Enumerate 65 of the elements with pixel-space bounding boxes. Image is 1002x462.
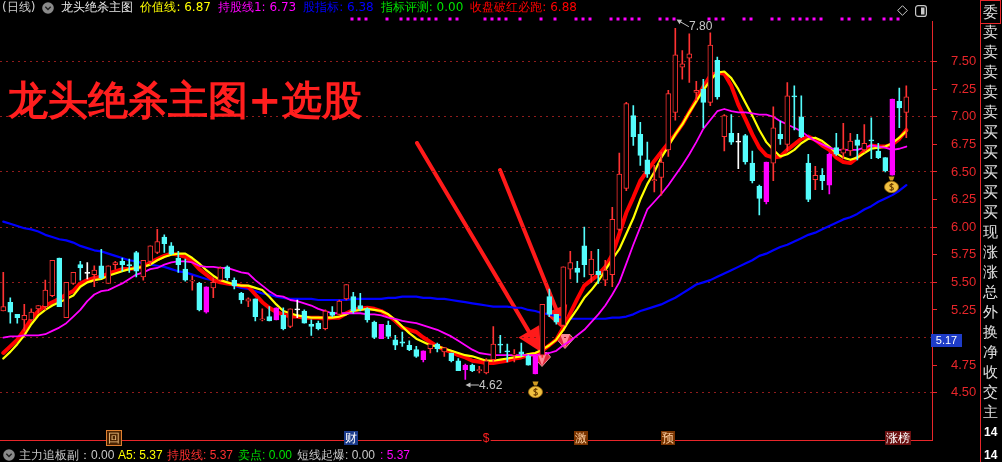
candlestick <box>686 33 693 83</box>
text: 5.17 <box>935 334 958 346</box>
text: 14 <box>984 448 998 462</box>
text: 持股线: 5.37 <box>167 448 234 462</box>
y-tick-label: 7.25 <box>951 80 977 96</box>
candlestick <box>840 123 847 160</box>
y-tick-label: 6.25 <box>951 191 977 207</box>
text: 指标评测: 0.00 <box>380 0 464 14</box>
candlestick <box>259 308 266 322</box>
y-tick-label: 4.75 <box>951 356 977 372</box>
annotation: 预 <box>662 431 674 445</box>
annotation: $ <box>482 431 490 445</box>
text: 短线起爆: 0.00 <box>297 448 376 462</box>
candlestick <box>77 261 84 281</box>
text: 卖点: 0.00 <box>238 448 293 462</box>
annotation: 龙头绝杀主图+选股 <box>8 77 362 123</box>
y-tick-label: 7.00 <box>951 108 977 124</box>
y-tick-label: 6.75 <box>951 135 977 151</box>
candlestick <box>399 331 406 347</box>
candlestick <box>693 81 700 101</box>
text: 持股线1: 6.73 <box>217 0 297 14</box>
annotation: 财 <box>345 431 357 445</box>
candlestick <box>511 349 518 363</box>
y-tick-label: 7.50 <box>951 53 977 69</box>
annotation: 7.80 <box>689 19 713 33</box>
y-tick-label: 5.50 <box>951 273 977 289</box>
candlestick <box>791 85 798 131</box>
text: 主力追板副：0.00 <box>19 448 115 462</box>
candlestick <box>308 319 315 336</box>
candlestick <box>735 132 742 169</box>
candlestick <box>651 164 658 193</box>
y-tick-label: 5.25 <box>951 301 977 317</box>
candlestick <box>595 248 602 284</box>
y-tick-label: 5.75 <box>951 246 977 262</box>
candlestick <box>777 120 784 145</box>
candlestick <box>504 343 511 363</box>
candlestick <box>812 166 819 190</box>
candlestick <box>189 275 196 291</box>
candlestick <box>21 304 28 332</box>
annotation: 激 <box>575 431 587 445</box>
candlestick <box>854 134 861 161</box>
text: 委卖卖卖卖卖买买买买买现涨涨总外换净收交主 <box>983 3 998 421</box>
annotation: 涨榜 <box>886 431 910 445</box>
y-tick-label: 6.00 <box>951 218 977 234</box>
y-tick-label: 6.50 <box>951 163 977 179</box>
text: 收盘破红必跑: 6.88 <box>470 0 577 14</box>
text: 价值线: 6.87 <box>140 0 211 14</box>
candlestick <box>497 334 504 354</box>
text: 14 <box>984 425 998 439</box>
text: 股指标: 6.38 <box>303 0 374 14</box>
candlestick <box>294 299 301 318</box>
annotation: 回 <box>108 431 120 445</box>
annotation: 4.62 <box>479 378 503 392</box>
chart-subtitle: (日线) <box>2 0 36 14</box>
candlestick <box>679 50 686 80</box>
candlestick <box>357 293 364 312</box>
y-tick-label: 4.50 <box>951 384 977 400</box>
candlestick <box>126 258 133 273</box>
candlestick <box>868 117 875 160</box>
text: A5: 5.37 <box>118 448 163 462</box>
candlestick <box>896 87 903 129</box>
text: : 5.37 <box>380 448 411 462</box>
candlestick <box>574 261 581 283</box>
candlestick <box>91 265 98 288</box>
chart-title: 龙头绝杀主图 <box>61 0 134 14</box>
